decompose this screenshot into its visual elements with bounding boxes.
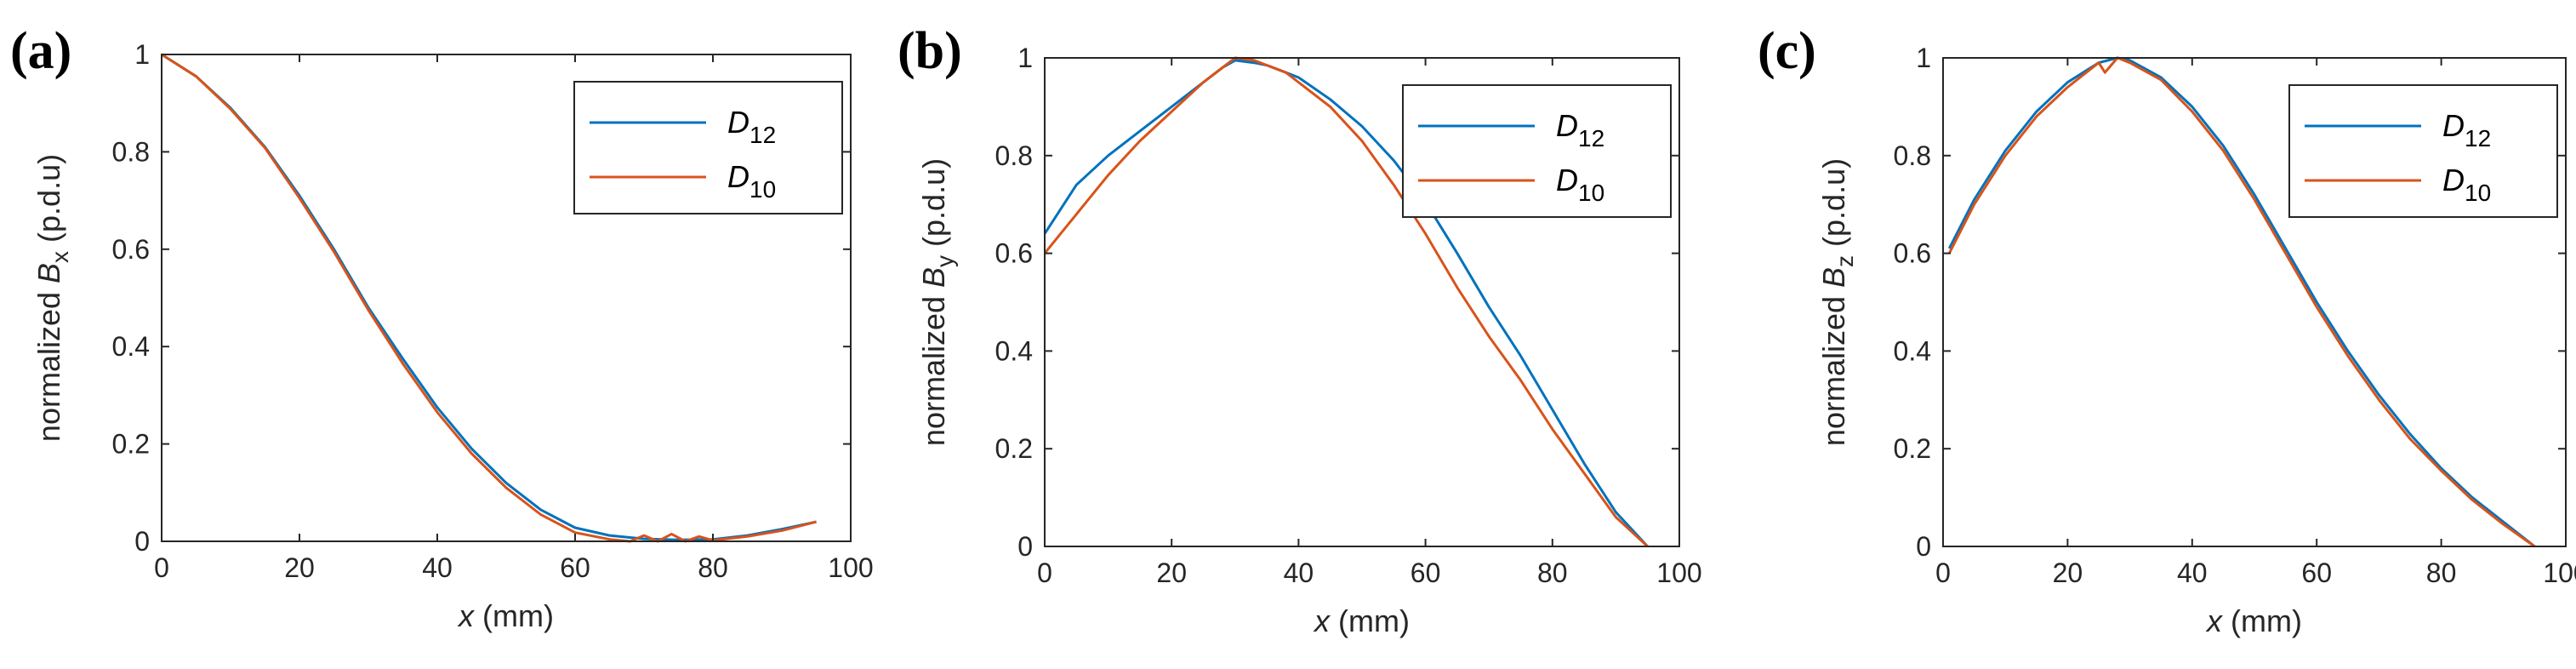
legend-label-d10: D10	[2442, 163, 2491, 206]
y-tick-label: 0.8	[1894, 140, 1931, 171]
x-tick-label: 60	[1411, 558, 1441, 588]
y-axis-unit: (p.d.u)	[31, 154, 66, 251]
y-tick-label: 0.6	[112, 234, 150, 265]
y-tick-label: 0.6	[1894, 238, 1931, 269]
legend-label-d12: D12	[1556, 108, 1604, 152]
y-tick-label: 1	[1916, 43, 1931, 73]
x-tick-label: 60	[2301, 558, 2332, 588]
y-tick-label: 0.2	[995, 433, 1033, 464]
panel-label: (c)	[1758, 22, 1816, 80]
y-axis-var: B	[31, 263, 66, 283]
series-line-d10	[1947, 56, 2536, 548]
legend-label-d12: D12	[727, 105, 776, 148]
x-tick-label: 100	[2543, 558, 2576, 588]
axes-box	[1044, 57, 1680, 547]
legend-var: D	[1556, 108, 1578, 143]
y-tick-label: 0.8	[995, 140, 1033, 171]
chart-panel-3: 0 20 40 60 80 100 0 0.2 0.4 0.6 0.8 1 x (mm) normaliz…	[1758, 22, 2576, 638]
x-tick-label: 20	[284, 552, 315, 583]
y-axis-prefix: normalized	[1816, 288, 1851, 446]
y-tick-label: 0.2	[112, 429, 150, 460]
legend-sub: 10	[749, 176, 776, 203]
y-tick-label: 1	[134, 39, 150, 70]
x-tick-label: 0	[154, 552, 169, 583]
series-line-d12	[1947, 56, 2536, 548]
legend-sub: 12	[1578, 125, 1604, 152]
x-tick-label: 60	[560, 552, 590, 583]
x-tick-label: 80	[698, 552, 728, 583]
x-tick-label: 0	[1037, 558, 1052, 588]
legend-var: D	[2442, 108, 2465, 143]
panel-label: (b)	[898, 22, 962, 80]
legend-box	[2288, 84, 2558, 218]
x-tick-label: 40	[422, 552, 453, 583]
legend-sub: 10	[1578, 180, 1604, 206]
series-line-d10	[161, 53, 817, 543]
axes-box	[161, 54, 852, 542]
legend-box	[573, 81, 843, 214]
y-axis-prefix: normalized	[916, 288, 951, 446]
y-axis-label: normalized Bz (p.d.u)	[1816, 158, 1858, 446]
x-tick-label: 100	[1656, 558, 1701, 588]
y-axis-var: B	[1816, 267, 1851, 288]
legend-var: D	[727, 159, 749, 194]
legend-label-d12: D12	[2442, 108, 2491, 152]
y-axis-label: normalized By (p.d.u)	[916, 158, 958, 446]
chart-panel-2: 0 20 40 60 80 100 0 0.2 0.4 0.6 0.8 1 x (mm) normaliz…	[898, 22, 1702, 638]
x-tick-label: 80	[1537, 558, 1568, 588]
legend-var: D	[727, 105, 749, 140]
y-tick-label: 0.2	[1894, 433, 1931, 464]
x-tick-label: 20	[1156, 558, 1187, 588]
legend-sub: 10	[2465, 180, 2491, 206]
y-tick-label: 1	[1017, 43, 1033, 73]
x-axis-var: x	[2205, 603, 2224, 638]
x-axis-var: x	[457, 598, 476, 633]
y-axis-label: normalized Bx (p.d.u)	[31, 154, 73, 442]
x-tick-label: 40	[1284, 558, 1314, 588]
y-tick-label: 0.4	[1894, 335, 1931, 366]
x-tick-label: 0	[1935, 558, 1951, 588]
y-axis-prefix: normalized	[31, 283, 66, 442]
legend-sub: 12	[749, 122, 776, 148]
x-tick-label: 20	[2053, 558, 2083, 588]
series-line-d10	[1043, 56, 1649, 548]
x-axis-var: x	[1313, 603, 1331, 638]
y-tick-label: 0.4	[112, 331, 150, 362]
y-tick-label: 0	[1017, 531, 1033, 562]
y-axis-unit: (p.d.u)	[1816, 158, 1851, 255]
x-axis-label: x (mm)	[2205, 603, 2302, 638]
x-axis-label: x (mm)	[457, 598, 554, 633]
x-axis-unit: (mm)	[474, 598, 554, 633]
x-tick-label: 100	[828, 552, 873, 583]
legend-label-d10: D10	[1556, 163, 1604, 206]
chart-panel-1: 0 20 40 60 80 100 0 0.2 0.4 0.6 0.8 1 x (mm) normaliz…	[10, 22, 874, 633]
x-tick-label: 80	[2426, 558, 2457, 588]
x-tick-label: 40	[2177, 558, 2208, 588]
x-axis-unit: (mm)	[2222, 603, 2302, 638]
legend-var: D	[2442, 163, 2465, 197]
panel-label: (a)	[10, 22, 71, 80]
y-tick-label: 0	[134, 526, 150, 557]
y-tick-label: 0.6	[995, 238, 1033, 269]
y-axis-var: B	[916, 267, 951, 288]
y-axis-sub: y	[932, 255, 958, 267]
y-axis-sub: z	[1832, 255, 1858, 267]
legend-box	[1402, 84, 1672, 218]
y-axis-unit: (p.d.u)	[916, 158, 951, 255]
x-axis-label: x (mm)	[1313, 603, 1410, 638]
y-tick-label: 0	[1916, 531, 1931, 562]
y-tick-label: 0.8	[112, 136, 150, 167]
y-tick-label: 0.4	[995, 335, 1033, 366]
legend-sub: 12	[2465, 125, 2491, 152]
y-axis-sub: x	[47, 251, 73, 263]
series-line-d12	[1043, 59, 1649, 548]
legend-label-d10: D10	[727, 159, 776, 203]
axes-box	[1942, 57, 2567, 547]
x-axis-unit: (mm)	[1330, 603, 1410, 638]
legend-var: D	[1556, 163, 1578, 197]
